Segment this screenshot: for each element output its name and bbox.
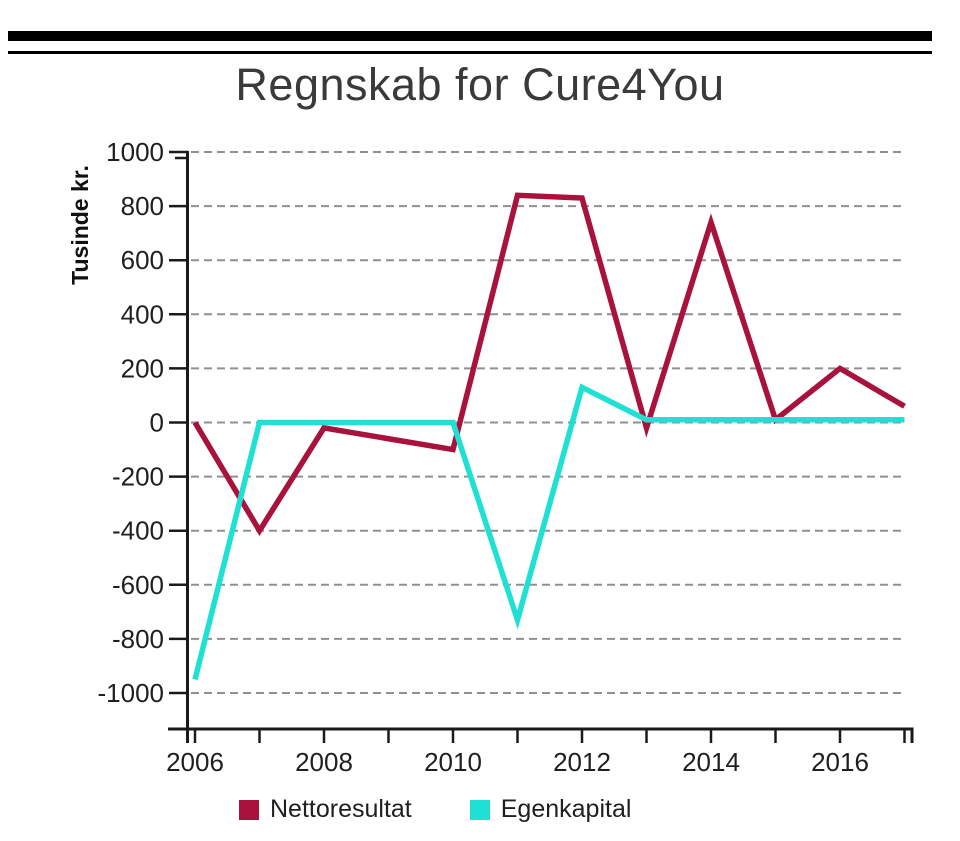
x-axis-tick-label: 2012 [553,747,611,777]
y-axis-tick-label: -1000 [98,678,165,708]
y-axis-tick-label: -800 [112,624,164,654]
y-axis-tick-label: 200 [121,353,164,383]
legend-swatch-nettoresultat [239,799,259,820]
x-axis-tick-label: 2010 [424,747,482,777]
chart-title: Regnskab for Cure4You [235,59,725,110]
legend: Nettoresultat Egenkapital [239,795,631,824]
series-line-egenkapital [192,383,905,681]
legend-swatch-egenkapital [469,799,490,820]
legend-label-nettoresultat: Nettoresultat [270,795,412,823]
y-axis-tick-label: 800 [121,191,164,221]
x-axis-tick-label: 2006 [166,747,224,777]
x-axis-tick-label: 2016 [811,747,869,777]
series-line-nettoresultat [192,192,906,536]
y-axis-tick-label: 600 [121,245,164,275]
line-chart-canvas: 1000 800 600 400 200 0 -200 -400 -600 -800 -1000 20… [98,137,914,777]
y-axis-tick-label: 1000 [106,137,164,167]
x-axis-tick-label: 2008 [295,747,353,777]
x-axis-tick-label: 2014 [682,747,740,777]
y-axis-tick-label: -400 [112,516,164,546]
y-axis-tick-label: 0 [150,408,164,438]
legend-label-egenkapital: Egenkapital [500,795,632,823]
top-thin-rule [8,51,932,54]
y-axis-tick-label: -200 [112,462,164,492]
top-thick-rule [8,31,932,41]
y-axis-tick-label: 400 [121,299,164,329]
y-axis-tick-label: -600 [112,570,164,600]
